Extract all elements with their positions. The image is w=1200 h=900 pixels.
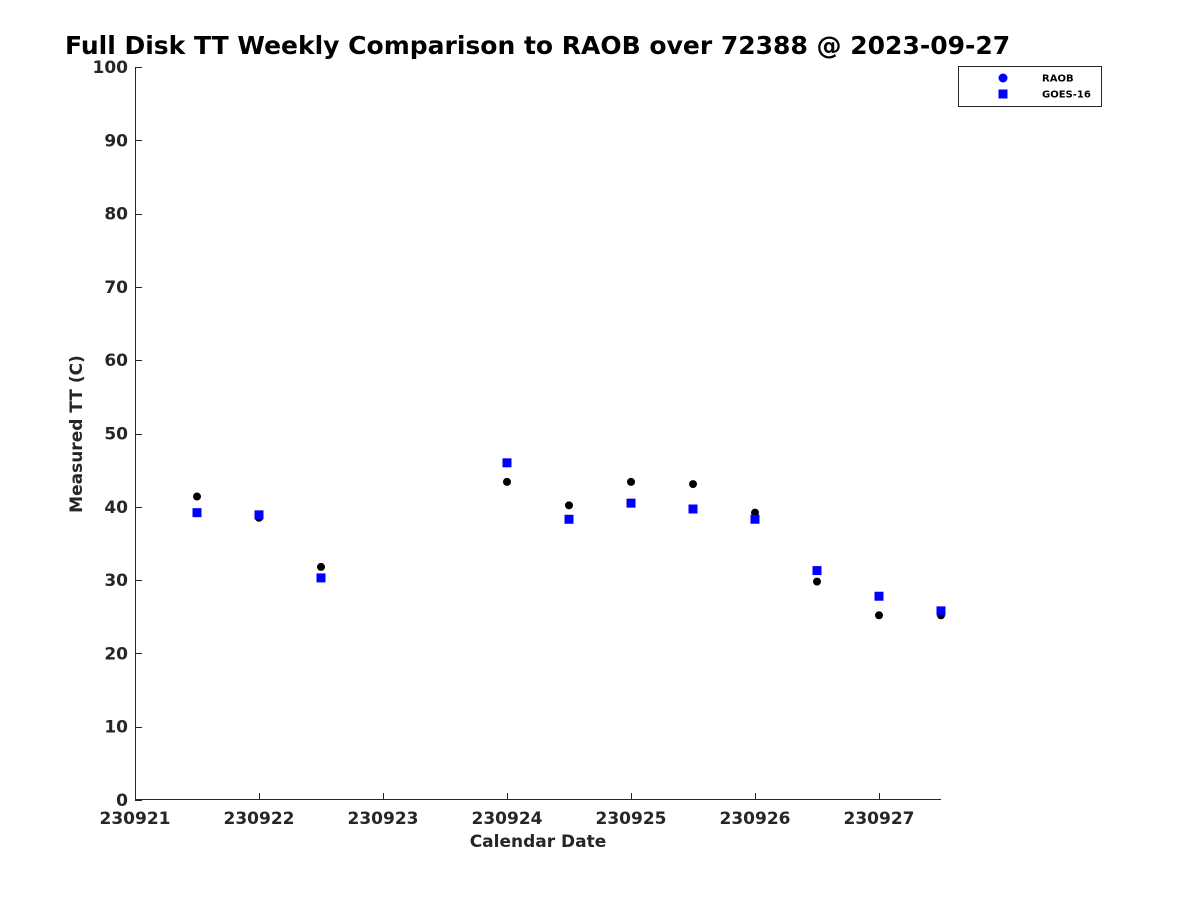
legend-box <box>958 66 1102 107</box>
goes16-point <box>626 498 636 508</box>
goes16-point <box>254 510 264 520</box>
y-tick-label: 50 <box>104 425 128 445</box>
goes16-point <box>688 504 698 514</box>
raob-point <box>503 477 511 486</box>
raob-point <box>813 577 821 586</box>
x-tick-label: 230924 <box>472 809 543 829</box>
goes16-point <box>316 573 326 583</box>
legend-label: GOES-16 <box>1042 90 1091 101</box>
x-tick-label: 230921 <box>100 809 171 829</box>
x-tick-label: 230927 <box>844 809 915 829</box>
legend-raob-marker <box>998 73 1008 83</box>
y-tick-label: 10 <box>104 718 128 738</box>
y-tick-label: 0 <box>116 791 128 811</box>
raob-point <box>689 480 697 489</box>
y-tick-label: 90 <box>104 131 128 151</box>
y-tick-label: 80 <box>104 205 128 225</box>
y-axis-label: Measured TT (C) <box>67 355 87 513</box>
x-tick-label: 230926 <box>720 809 791 829</box>
x-tick-label: 230923 <box>348 809 419 829</box>
x-tick-label: 230922 <box>224 809 295 829</box>
raob-point <box>751 508 759 517</box>
y-tick-label: 70 <box>104 278 128 298</box>
raob-point <box>317 562 325 571</box>
goes16-point <box>192 508 202 518</box>
y-tick-label: 40 <box>104 498 128 518</box>
goes16-point <box>750 514 760 524</box>
legend-goes16-marker <box>998 89 1008 99</box>
x-tick-label: 230925 <box>596 809 667 829</box>
raob-point <box>565 501 573 510</box>
y-axis-ticks: 0 10 20 30 40 50 60 70 80 90 100 <box>93 58 142 811</box>
raob-point <box>627 477 635 486</box>
y-tick-label: 100 <box>93 58 129 78</box>
data-points <box>192 458 946 620</box>
y-tick-label: 30 <box>104 571 128 591</box>
goes16-point <box>874 591 884 601</box>
x-axis-ticks: 230921 230922 230923 230924 230925 230926 2309… <box>100 793 915 829</box>
legend-label: RAOB <box>1042 74 1074 85</box>
y-tick-label: 20 <box>104 644 128 664</box>
legend: RAOB GOES-16 <box>958 66 1102 107</box>
goes16-point <box>564 514 574 524</box>
raob-point <box>193 492 201 501</box>
chart-title: Full Disk TT Weekly Comparison to RAOB o… <box>65 31 1010 60</box>
goes16-point <box>502 458 512 468</box>
y-tick-label: 60 <box>104 351 128 371</box>
x-axis-label: Calendar Date <box>470 832 607 852</box>
goes16-point <box>812 566 822 576</box>
raob-point <box>875 611 883 620</box>
goes16-point <box>936 606 946 616</box>
